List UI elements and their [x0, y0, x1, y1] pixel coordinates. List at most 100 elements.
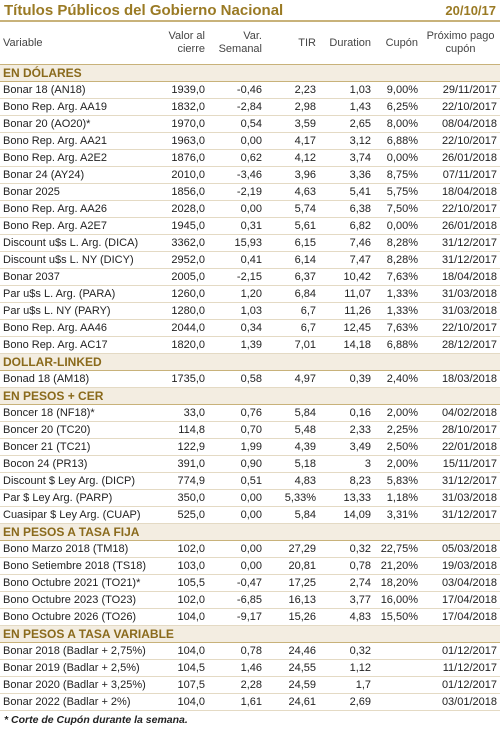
bond-row: Bono Rep. Arg. A2E2 1876,0 0,62 4,12 3,74 0,0… [0, 149, 500, 167]
cell: Bonar 2019 (Badlar + 2,5%) [0, 659, 158, 677]
section-row: EN DÓLARES [0, 64, 500, 82]
cell: 27,29 [265, 540, 319, 558]
cell: 15,26 [265, 608, 319, 626]
cell: Bono Rep. Arg. AA19 [0, 98, 158, 116]
cell: 08/04/2018 [421, 115, 500, 133]
cell: 1876,0 [158, 149, 208, 167]
cell: 31/03/2018 [421, 302, 500, 320]
cell: 6,15 [265, 234, 319, 252]
cell: 2,74 [319, 574, 374, 592]
cell: -9,17 [208, 608, 265, 626]
cell: 14,09 [319, 506, 374, 524]
cell: 0,00 [208, 200, 265, 218]
cell: 6,14 [265, 251, 319, 269]
cell: 24,61 [265, 693, 319, 711]
cell: 774,9 [158, 472, 208, 490]
cell: 350,0 [158, 489, 208, 507]
bond-row: Bono Octubre 2026 (TO26) 104,0 -9,17 15,26 4… [0, 608, 500, 626]
cell: 0,76 [208, 404, 265, 422]
cell: Discount $ Ley Arg. (DICP) [0, 472, 158, 490]
header-row: Variable Valor al cierre Var. Semanal TIR Du… [0, 22, 500, 65]
cell: 2,00% [374, 404, 421, 422]
cell: Bonar 2022 (Badlar + 2%) [0, 693, 158, 711]
cell: 8,00% [374, 115, 421, 133]
cell: 12,45 [319, 319, 374, 337]
cell: 11,26 [319, 302, 374, 320]
column-header: Cupón [374, 22, 421, 65]
cell: -0,47 [208, 574, 265, 592]
cell: 3,59 [265, 115, 319, 133]
cell: 7,01 [265, 336, 319, 354]
cell: 22/10/2017 [421, 98, 500, 116]
cell: 104,0 [158, 693, 208, 711]
cell: 22/10/2017 [421, 200, 500, 218]
cell: 6,7 [265, 319, 319, 337]
cell: 3 [319, 455, 374, 473]
cell: 26/01/2018 [421, 149, 500, 167]
cell: 04/02/2018 [421, 404, 500, 422]
cell: Cuasipar $ Ley Arg. (CUAP) [0, 506, 158, 524]
cell: 0,70 [208, 421, 265, 439]
cell: 5,48 [265, 421, 319, 439]
cell [374, 693, 421, 711]
cell: 26/01/2018 [421, 217, 500, 235]
bond-row: Cuasipar $ Ley Arg. (CUAP) 525,0 0,00 5,84 1… [0, 506, 500, 524]
cell: Boncer 20 (TC20) [0, 421, 158, 439]
cell: 01/12/2017 [421, 676, 500, 694]
cell: 1,03 [319, 81, 374, 99]
cell: 0,62 [208, 149, 265, 167]
cell: 104,5 [158, 659, 208, 677]
bond-table: Variable Valor al cierre Var. Semanal TIR Du… [0, 22, 500, 711]
cell: 2,40% [374, 370, 421, 388]
bond-row: Bonar 24 (AY24) 2010,0 -3,46 3,96 3,36 8,75% 0… [0, 166, 500, 184]
cell: 6,38 [319, 200, 374, 218]
cell [374, 676, 421, 694]
cell: 1963,0 [158, 132, 208, 150]
section-title: EN PESOS A TASA VARIABLE [0, 625, 500, 643]
cell: 22/01/2018 [421, 438, 500, 456]
cell: Bono Octubre 2026 (TO26) [0, 608, 158, 626]
cell: 1,99 [208, 438, 265, 456]
cell: 8,75% [374, 166, 421, 184]
bond-row: Discount $ Ley Arg. (DICP) 774,9 0,51 4,83 8… [0, 472, 500, 490]
bond-row: Bonar 2025 1856,0 -2,19 4,63 5,41 5,75% 18/04/… [0, 183, 500, 201]
bond-row: Bono Marzo 2018 (TM18) 102,0 0,00 27,29 0,32… [0, 540, 500, 558]
cell: 31/03/2018 [421, 489, 500, 507]
cell: 5,84 [265, 506, 319, 524]
cell: 24,59 [265, 676, 319, 694]
cell: 13,33 [319, 489, 374, 507]
cell: 2028,0 [158, 200, 208, 218]
column-header: TIR [265, 22, 319, 65]
cell: Boncer 21 (TC21) [0, 438, 158, 456]
cell: -3,46 [208, 166, 265, 184]
cell: -6,85 [208, 591, 265, 609]
cell: 525,0 [158, 506, 208, 524]
cell: 2952,0 [158, 251, 208, 269]
section-row: DOLLAR-LINKED [0, 353, 500, 371]
cell: 5,41 [319, 183, 374, 201]
cell: 03/04/2018 [421, 574, 500, 592]
cell: 8,28% [374, 234, 421, 252]
cell: 0,32 [319, 642, 374, 660]
cell: 1,61 [208, 693, 265, 711]
bond-row: Par u$s L. NY (PARY) 1280,0 1,03 6,7 11,26 1,… [0, 302, 500, 320]
bond-row: Discount u$s L. Arg. (DICA) 3362,0 15,93 6,… [0, 234, 500, 252]
cell: 28/10/2017 [421, 421, 500, 439]
cell: 1280,0 [158, 302, 208, 320]
title-bar: Títulos Públicos del Gobierno Nacional 2… [0, 0, 500, 22]
cell: 2,65 [319, 115, 374, 133]
bond-row: Bonar 2020 (Badlar + 3,25%) 107,5 2,28 24,5… [0, 676, 500, 694]
cell: 24,55 [265, 659, 319, 677]
cell: 0,90 [208, 455, 265, 473]
cell: 2,33 [319, 421, 374, 439]
cell: 0,00 [208, 540, 265, 558]
cell: Discount u$s L. NY (DICY) [0, 251, 158, 269]
bond-row: Boncer 18 (NF18)* 33,0 0,76 5,84 0,16 2,00% 04… [0, 404, 500, 422]
cell: 1970,0 [158, 115, 208, 133]
cell: 3,31% [374, 506, 421, 524]
cell: 1735,0 [158, 370, 208, 388]
title: Títulos Públicos del Gobierno Nacional [4, 1, 284, 19]
cell: 104,0 [158, 608, 208, 626]
cell: 2,25% [374, 421, 421, 439]
cell: 7,63% [374, 268, 421, 286]
